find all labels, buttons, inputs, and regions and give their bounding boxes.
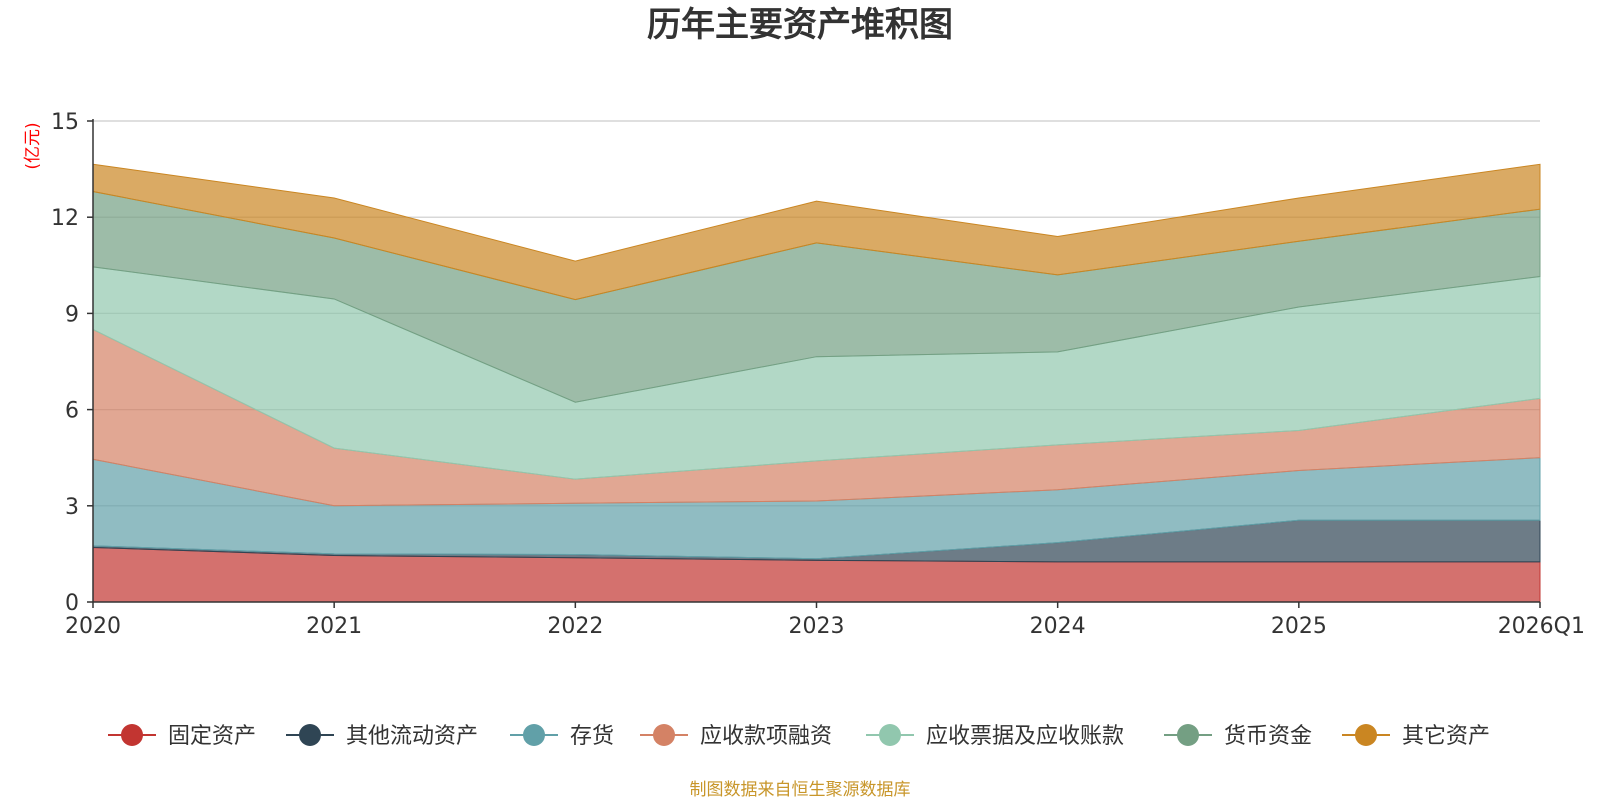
y-tick-label-2: 6 [65,399,79,424]
legend-marker-1 [299,724,321,746]
chart-title: 历年主要资产堆积图 [647,5,953,45]
legend-marker-4 [879,724,901,746]
legend-item-0[interactable]: 固定资产 [108,724,256,749]
legend-label-0: 固定资产 [168,724,256,749]
legend-item-4[interactable]: 应收票据及应收账款 [866,724,1124,749]
legend-marker-6 [1355,724,1377,746]
x-tick-label-4: 2024 [1030,614,1086,639]
legend-label-2: 存货 [570,724,614,749]
area-6 [92,163,1541,301]
legend-label-5: 货币资金 [1224,724,1312,749]
axes: 0 3 6 9 12 15 2020 2021 2022 2023 2024 2025 2026Q1 [51,110,1585,639]
y-tick-label-0: 0 [65,591,79,616]
legend-marker-0 [121,724,143,746]
legend-item-1[interactable]: 其他流动资产 [286,724,478,749]
legend-item-5[interactable]: 货币资金 [1164,724,1312,749]
x-tick-label-0: 2020 [65,614,121,639]
legend-marker-3 [653,724,675,746]
area-series [92,163,1541,603]
x-tick-label-6: 2026Q1 [1498,614,1585,639]
legend-label-6: 其它资产 [1402,724,1490,749]
legend-label-1: 其他流动资产 [346,724,478,749]
legend-marker-2 [523,724,545,746]
legend-item-3[interactable]: 应收款项融资 [640,724,832,749]
legend-item-2[interactable]: 存货 [510,724,614,749]
source-note: 制图数据来自恒生聚源数据库 [690,780,911,800]
y-tick-label-3: 9 [65,302,79,327]
legend-label-3: 应收款项融资 [700,724,832,749]
legend[interactable]: 固定资产 其他流动资产 存货 应收款项融资 应收票据及应收账款 货币资金 其它资产 [108,724,1490,749]
y-tick-label-4: 12 [51,206,79,231]
x-tick-label-3: 2023 [789,614,845,639]
x-tick-label-1: 2021 [306,614,362,639]
y-axis-label: (亿元) [23,122,43,169]
y-tick-label-1: 3 [65,495,79,520]
y-tick-label-5: 15 [51,110,79,135]
x-tick-label-2: 2022 [547,614,603,639]
legend-label-4: 应收票据及应收账款 [926,724,1124,749]
legend-item-6[interactable]: 其它资产 [1342,724,1490,749]
legend-marker-5 [1177,724,1199,746]
x-tick-label-5: 2025 [1271,614,1327,639]
